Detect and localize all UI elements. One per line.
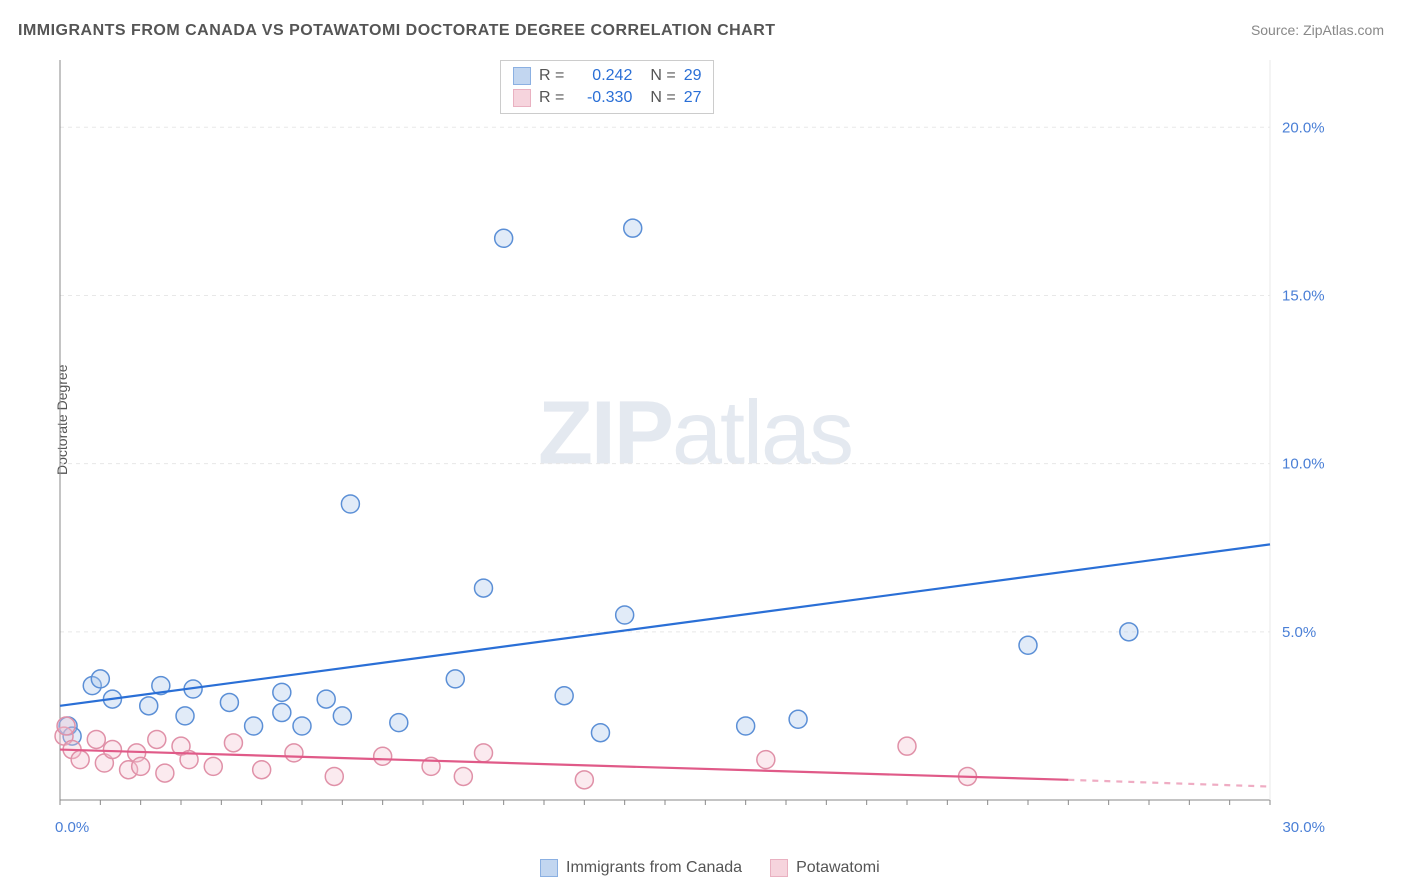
legend-series-label: Potawatomi [796, 859, 880, 877]
plot-area: Doctorate Degree ZIPatlas 5.0%10.0%15.0%… [50, 55, 1340, 845]
legend-correlation-row: R = -0.330 N = 27 [513, 87, 701, 109]
legend-n-value: 27 [684, 89, 702, 107]
legend-r-label: R = [539, 89, 564, 107]
legend-n-label: N = [650, 89, 675, 107]
legend-correlation-row: R = 0.242 N = 29 [513, 65, 701, 87]
legend-series-item: Potawatomi [770, 859, 880, 877]
svg-text:5.0%: 5.0% [1282, 624, 1316, 641]
legend-swatch-icon [540, 859, 558, 877]
legend-series: Immigrants from Canada Potawatomi [540, 859, 880, 877]
legend-swatch-icon [513, 67, 531, 85]
legend-series-label: Immigrants from Canada [566, 859, 742, 877]
legend-r-label: R = [539, 67, 564, 85]
chart-title: IMMIGRANTS FROM CANADA VS POTAWATOMI DOC… [18, 22, 776, 40]
legend-series-item: Immigrants from Canada [540, 859, 742, 877]
legend-swatch-icon [513, 89, 531, 107]
legend-n-label: N = [650, 67, 675, 85]
chart-svg: 5.0% 10.0% 15.0% 20.0% 0.0% 30.0% [50, 55, 1340, 845]
svg-text:20.0%: 20.0% [1282, 119, 1325, 136]
source-attribution: Source: ZipAtlas.com [1251, 22, 1384, 38]
legend-n-value: 29 [684, 67, 702, 85]
svg-text:15.0%: 15.0% [1282, 287, 1325, 304]
legend-correlation-box: R = 0.242 N = 29 R = -0.330 N = 27 [500, 60, 714, 114]
svg-text:10.0%: 10.0% [1282, 456, 1325, 473]
legend-r-value: -0.330 [572, 89, 632, 107]
svg-text:30.0%: 30.0% [1282, 819, 1325, 836]
legend-r-value: 0.242 [572, 67, 632, 85]
chart-container: IMMIGRANTS FROM CANADA VS POTAWATOMI DOC… [0, 0, 1406, 892]
svg-text:0.0%: 0.0% [55, 819, 89, 836]
legend-swatch-icon [770, 859, 788, 877]
